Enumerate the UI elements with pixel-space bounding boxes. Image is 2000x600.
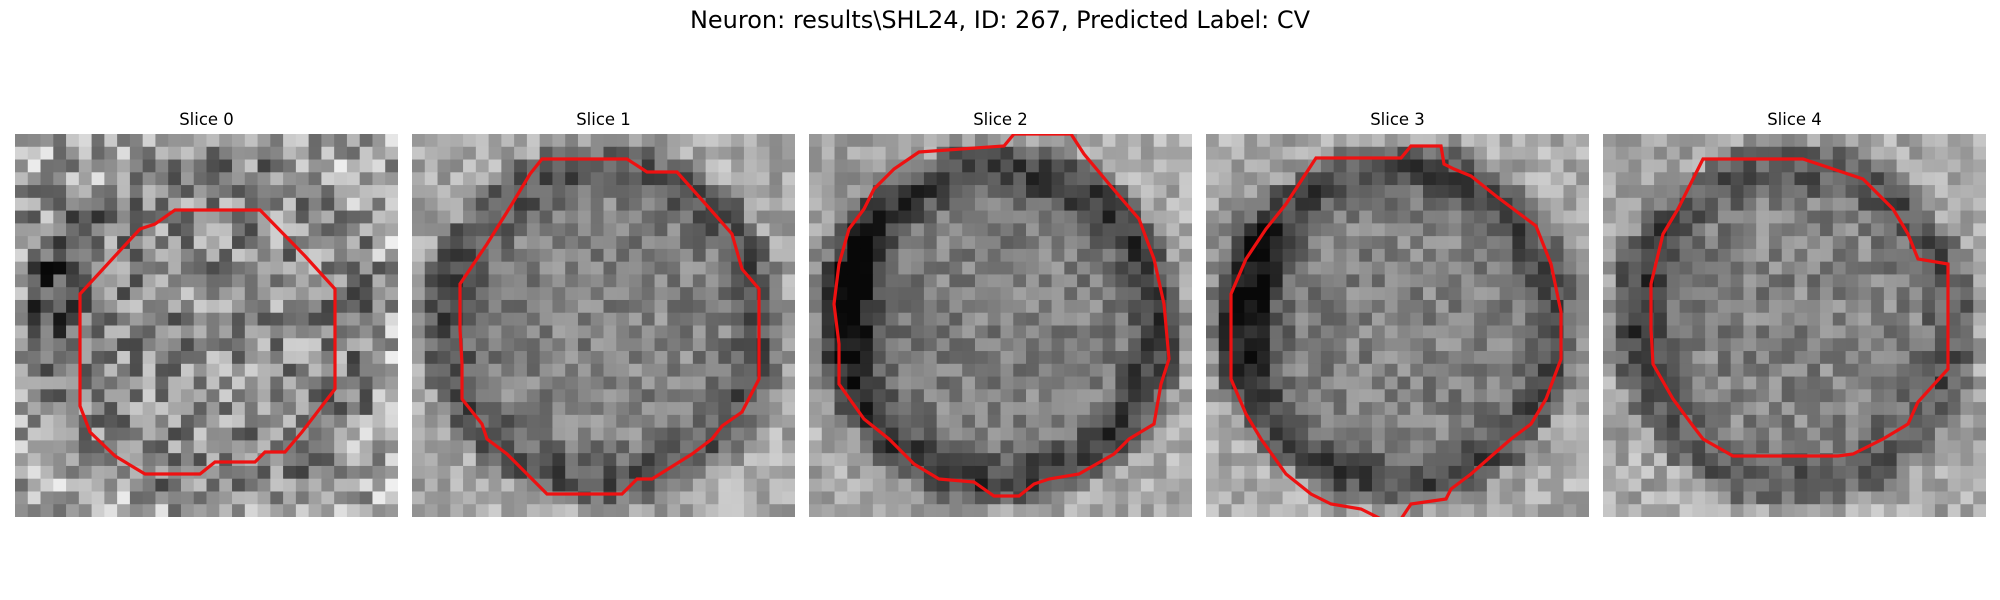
figure-title: Neuron: results\SHL24, ID: 267, Predicte… bbox=[689, 6, 1311, 34]
slice-panel-1: Slice 1 bbox=[412, 110, 795, 530]
neuron-contour bbox=[832, 134, 1171, 498]
slice-panel-0: Slice 0 bbox=[15, 110, 398, 530]
neuron-contour bbox=[1649, 157, 1950, 458]
slice-title: Slice 1 bbox=[576, 110, 631, 129]
slice-image bbox=[1206, 134, 1589, 517]
slice-image bbox=[15, 134, 398, 517]
neuron-contour bbox=[458, 157, 761, 496]
neuron-contour bbox=[78, 208, 337, 476]
slice-panel-4: Slice 4 bbox=[1603, 110, 1986, 530]
slice-image bbox=[1603, 134, 1986, 517]
slice-image bbox=[412, 134, 795, 517]
slice-title: Slice 0 bbox=[179, 110, 234, 129]
slice-title: Slice 4 bbox=[1767, 110, 1822, 129]
neuron-contour bbox=[1229, 144, 1563, 517]
slice-panel-3: Slice 3 bbox=[1206, 110, 1589, 530]
slice-title: Slice 3 bbox=[1370, 110, 1425, 129]
slice-title: Slice 2 bbox=[973, 110, 1028, 129]
slice-image bbox=[809, 134, 1192, 517]
slice-panel-2: Slice 2 bbox=[809, 110, 1192, 530]
